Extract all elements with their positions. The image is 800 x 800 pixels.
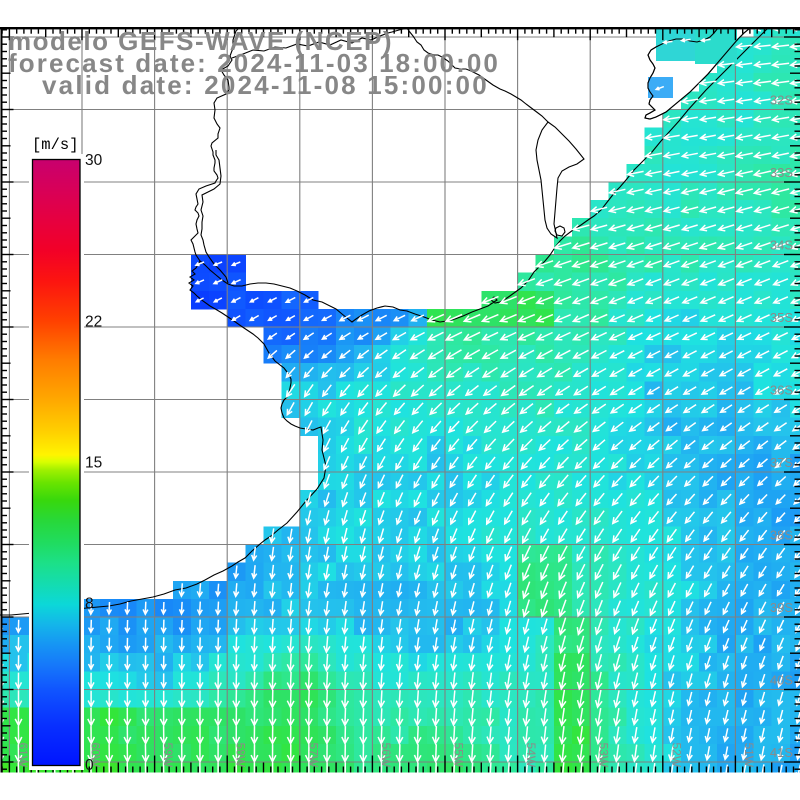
svg-text:58W: 58W: [234, 743, 248, 768]
svg-text:59W: 59W: [161, 743, 175, 768]
svg-text:valid date: 2024-11-08 15:00:0: valid date: 2024-11-08 15:00:00: [42, 70, 489, 100]
svg-text:41S: 41S: [770, 745, 793, 760]
svg-text:[m/s]: [m/s]: [32, 136, 79, 154]
svg-text:22: 22: [85, 313, 102, 330]
svg-text:52W: 52W: [669, 743, 683, 768]
svg-text:37S: 37S: [770, 455, 793, 470]
svg-text:35S: 35S: [770, 310, 793, 325]
svg-text:0: 0: [85, 757, 94, 774]
svg-text:32S: 32S: [770, 93, 793, 108]
svg-text:40S: 40S: [770, 673, 793, 688]
svg-text:33S: 33S: [770, 165, 793, 180]
svg-text:30: 30: [85, 152, 103, 169]
svg-text:38S: 38S: [770, 528, 793, 543]
svg-text:modelo GEFS-WAVE (NCEP): modelo GEFS-WAVE (NCEP): [8, 26, 393, 56]
svg-text:39S: 39S: [770, 600, 793, 615]
svg-text:36S: 36S: [770, 383, 793, 398]
svg-text:34S: 34S: [770, 238, 793, 253]
svg-text:55W: 55W: [452, 743, 466, 768]
svg-text:57W: 57W: [306, 743, 320, 768]
svg-text:61W: 61W: [16, 743, 30, 768]
svg-text:8: 8: [85, 596, 94, 613]
svg-text:56W: 56W: [379, 743, 393, 768]
svg-text:forecast date: 2024-11-03 18:0: forecast date: 2024-11-03 18:00:00: [8, 48, 500, 78]
svg-text:51W: 51W: [742, 743, 756, 768]
svg-text:15: 15: [85, 455, 102, 472]
svg-text:54W: 54W: [524, 743, 538, 768]
svg-text:60W: 60W: [89, 743, 103, 768]
svg-text:53W: 53W: [597, 743, 611, 768]
